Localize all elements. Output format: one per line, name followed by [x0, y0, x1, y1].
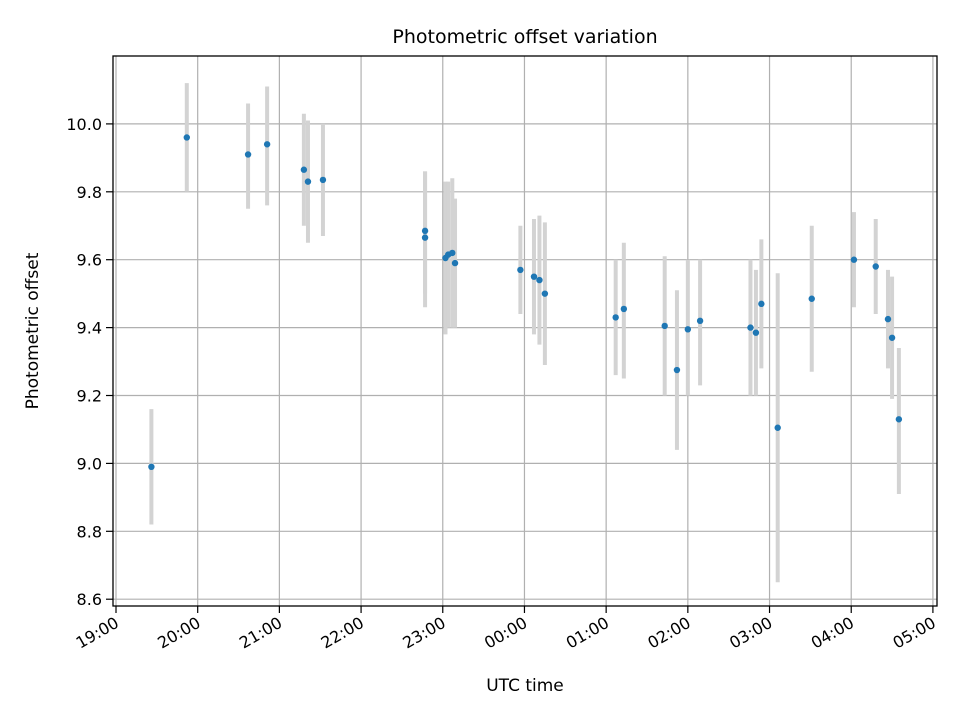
- data-point: [263, 141, 271, 148]
- data-point: [884, 315, 892, 323]
- y-tick-label: 9.0: [77, 454, 102, 473]
- y-axis-label: Photometric offset: [23, 252, 43, 409]
- data-point: [684, 326, 692, 333]
- data-point: [183, 134, 190, 141]
- data-point: [888, 334, 896, 341]
- x-axis-label: UTC time: [486, 676, 564, 696]
- data-point: [696, 317, 704, 325]
- data-point: [421, 227, 429, 235]
- data-point: [541, 290, 549, 297]
- y-tick-label: 9.4: [77, 319, 102, 338]
- y-tick-label: 9.8: [77, 183, 102, 202]
- y-tick-label: 10.0: [66, 115, 102, 134]
- data-point: [612, 314, 619, 321]
- data-point: [517, 266, 524, 274]
- data-point: [148, 463, 155, 471]
- data-point: [244, 151, 252, 158]
- data-points: [148, 134, 903, 471]
- data-point: [449, 249, 456, 257]
- data-point: [774, 424, 781, 431]
- data-point: [850, 256, 858, 263]
- data-point: [758, 300, 765, 308]
- data-point: [661, 322, 668, 330]
- data-point: [620, 305, 628, 313]
- data-point: [421, 234, 429, 241]
- data-point: [451, 259, 459, 267]
- data-point: [673, 366, 681, 374]
- y-axis-ticks: 8.6 8.8 9.0 9.2 9.4 9.6 9.8 10.0: [66, 115, 113, 609]
- y-tick-label: 8.8: [77, 522, 102, 541]
- chart-title: Photometric offset variation: [392, 26, 657, 48]
- data-point: [747, 324, 754, 331]
- data-point: [530, 273, 538, 280]
- y-tick-label: 8.6: [77, 590, 102, 609]
- data-point: [304, 178, 312, 185]
- data-point: [895, 416, 903, 423]
- data-point: [300, 166, 308, 173]
- data-point: [872, 263, 879, 270]
- data-point: [752, 329, 760, 336]
- data-point: [319, 176, 327, 184]
- data-point: [808, 295, 815, 302]
- y-tick-label: 9.2: [77, 387, 102, 406]
- grid-lines: [113, 56, 937, 606]
- data-point: [536, 276, 543, 284]
- y-tick-label: 9.6: [77, 251, 102, 270]
